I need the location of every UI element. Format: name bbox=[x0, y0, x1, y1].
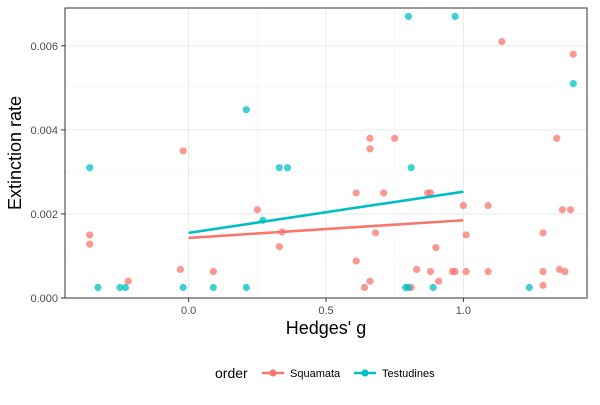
data-point-testudines bbox=[242, 106, 250, 114]
data-point-squamata bbox=[380, 189, 388, 197]
data-point-squamata bbox=[569, 50, 577, 58]
data-point-squamata bbox=[484, 267, 492, 276]
data-point-squamata bbox=[561, 267, 569, 276]
legend-title: order bbox=[215, 365, 248, 381]
data-point-squamata bbox=[553, 134, 561, 142]
data-point-squamata bbox=[539, 229, 547, 237]
data-point-squamata bbox=[432, 243, 440, 252]
trend-line-testudines bbox=[188, 190, 464, 235]
data-point-squamata bbox=[366, 134, 374, 142]
data-point-squamata bbox=[484, 201, 492, 210]
data-point-testudines bbox=[116, 283, 124, 292]
data-point-squamata bbox=[435, 277, 443, 285]
data-point-squamata bbox=[176, 265, 184, 274]
data-point-testudines bbox=[429, 283, 437, 292]
data-point-squamata bbox=[462, 267, 470, 276]
x-tick-label: 1.0 bbox=[456, 305, 471, 317]
data-point-squamata bbox=[352, 257, 360, 265]
data-point-squamata bbox=[209, 267, 217, 276]
y-tick-label: 0.002 bbox=[30, 209, 58, 221]
data-point-squamata bbox=[391, 134, 399, 142]
data-point-testudines bbox=[407, 164, 415, 172]
data-point-squamata bbox=[360, 283, 369, 292]
data-point-squamata bbox=[86, 240, 94, 248]
data-point-testudines bbox=[525, 283, 533, 292]
x-tick-label: 0.0 bbox=[181, 305, 196, 317]
y-tick-label: 0.006 bbox=[30, 41, 58, 53]
data-point-squamata bbox=[86, 231, 94, 239]
data-point-squamata bbox=[459, 201, 467, 210]
data-point-testudines bbox=[242, 283, 250, 292]
data-point-testudines bbox=[569, 80, 577, 88]
data-point-squamata bbox=[558, 206, 566, 214]
data-point-testudines bbox=[94, 283, 102, 292]
data-point-squamata bbox=[426, 267, 434, 276]
data-point-squamata bbox=[366, 277, 374, 285]
x-tick-label: 0.5 bbox=[318, 305, 333, 317]
legend-items: Squamata Testudines bbox=[262, 368, 435, 380]
data-point-testudines bbox=[404, 12, 413, 21]
data-point-testudines bbox=[209, 283, 217, 292]
y-tick-label: 0.004 bbox=[30, 125, 58, 137]
legend-label-squamata: Squamata bbox=[290, 368, 341, 380]
legend-point-squamata bbox=[269, 369, 277, 377]
data-point-testudines bbox=[121, 283, 130, 292]
data-point-squamata bbox=[451, 267, 459, 276]
data-point-squamata bbox=[498, 38, 506, 46]
data-point-squamata bbox=[539, 267, 547, 276]
data-point-testudines bbox=[275, 164, 283, 172]
y-axis-title: Extinction rate bbox=[5, 96, 25, 210]
data-point-testudines bbox=[86, 164, 94, 172]
trend-line-squamata bbox=[188, 218, 464, 240]
data-point-squamata bbox=[413, 265, 421, 274]
x-axis-ticks: 0.0 0.5 1.0 bbox=[181, 298, 471, 317]
data-point-squamata bbox=[366, 145, 374, 153]
trend-lines bbox=[188, 190, 464, 240]
data-points bbox=[86, 12, 577, 292]
data-point-squamata bbox=[426, 189, 434, 197]
data-point-squamata bbox=[539, 281, 547, 289]
data-point-testudines bbox=[451, 12, 459, 21]
data-point-squamata bbox=[275, 243, 283, 251]
legend-label-testudines: Testudines bbox=[382, 368, 435, 380]
data-point-squamata bbox=[352, 189, 360, 197]
legend-point-testudines bbox=[361, 369, 369, 377]
x-axis-title: Hedges' g bbox=[286, 318, 367, 338]
data-point-testudines bbox=[404, 283, 413, 292]
data-point-squamata bbox=[179, 147, 187, 155]
data-point-squamata bbox=[124, 277, 132, 285]
data-point-squamata bbox=[253, 206, 261, 214]
data-point-squamata bbox=[555, 265, 564, 274]
data-point-squamata bbox=[371, 229, 380, 237]
y-tick-label: 0.000 bbox=[30, 293, 58, 305]
data-point-squamata bbox=[566, 206, 575, 214]
data-point-testudines bbox=[283, 164, 292, 172]
y-axis-ticks: 0.000 0.002 0.004 0.006 bbox=[30, 41, 65, 305]
data-point-squamata bbox=[462, 231, 470, 239]
legend: order Squamata Testudines bbox=[215, 365, 435, 381]
data-point-testudines bbox=[179, 283, 187, 292]
